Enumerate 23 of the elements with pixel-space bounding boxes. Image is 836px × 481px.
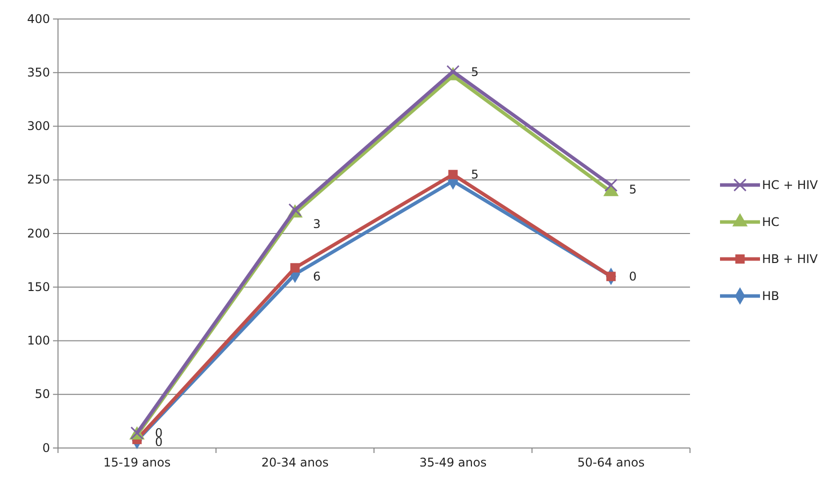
y-tick-label: 200 (27, 226, 50, 240)
annotation: 5 (629, 182, 637, 197)
legend-label: HC + HIV (762, 178, 819, 192)
annotation: 5 (471, 64, 479, 79)
y-tick-label: 250 (27, 172, 50, 187)
annotation: 6 (313, 270, 321, 284)
y-tick-label: 400 (27, 12, 50, 26)
x-tick-label: 50-64 anos (577, 456, 645, 470)
legend-label: HC (762, 215, 780, 230)
x-tick-label: 35-49 anos (419, 456, 487, 470)
legend-label: HB + HIV (762, 252, 818, 266)
annotation: 5 (471, 168, 479, 182)
y-tick-label: 50 (34, 387, 50, 402)
x-tick-label: 20-34 anos (261, 456, 329, 470)
y-tick-label: 100 (27, 334, 50, 348)
annotation: 0 (629, 270, 637, 284)
x-tick-label: 15-19 anos (103, 456, 171, 470)
y-tick-label: 0 (42, 440, 50, 455)
annotation: 3 (313, 217, 321, 232)
legend-label: HB (762, 289, 780, 304)
y-tick-label: 150 (27, 280, 50, 294)
y-tick-label: 300 (27, 119, 50, 134)
y-tick-label: 350 (27, 65, 50, 80)
